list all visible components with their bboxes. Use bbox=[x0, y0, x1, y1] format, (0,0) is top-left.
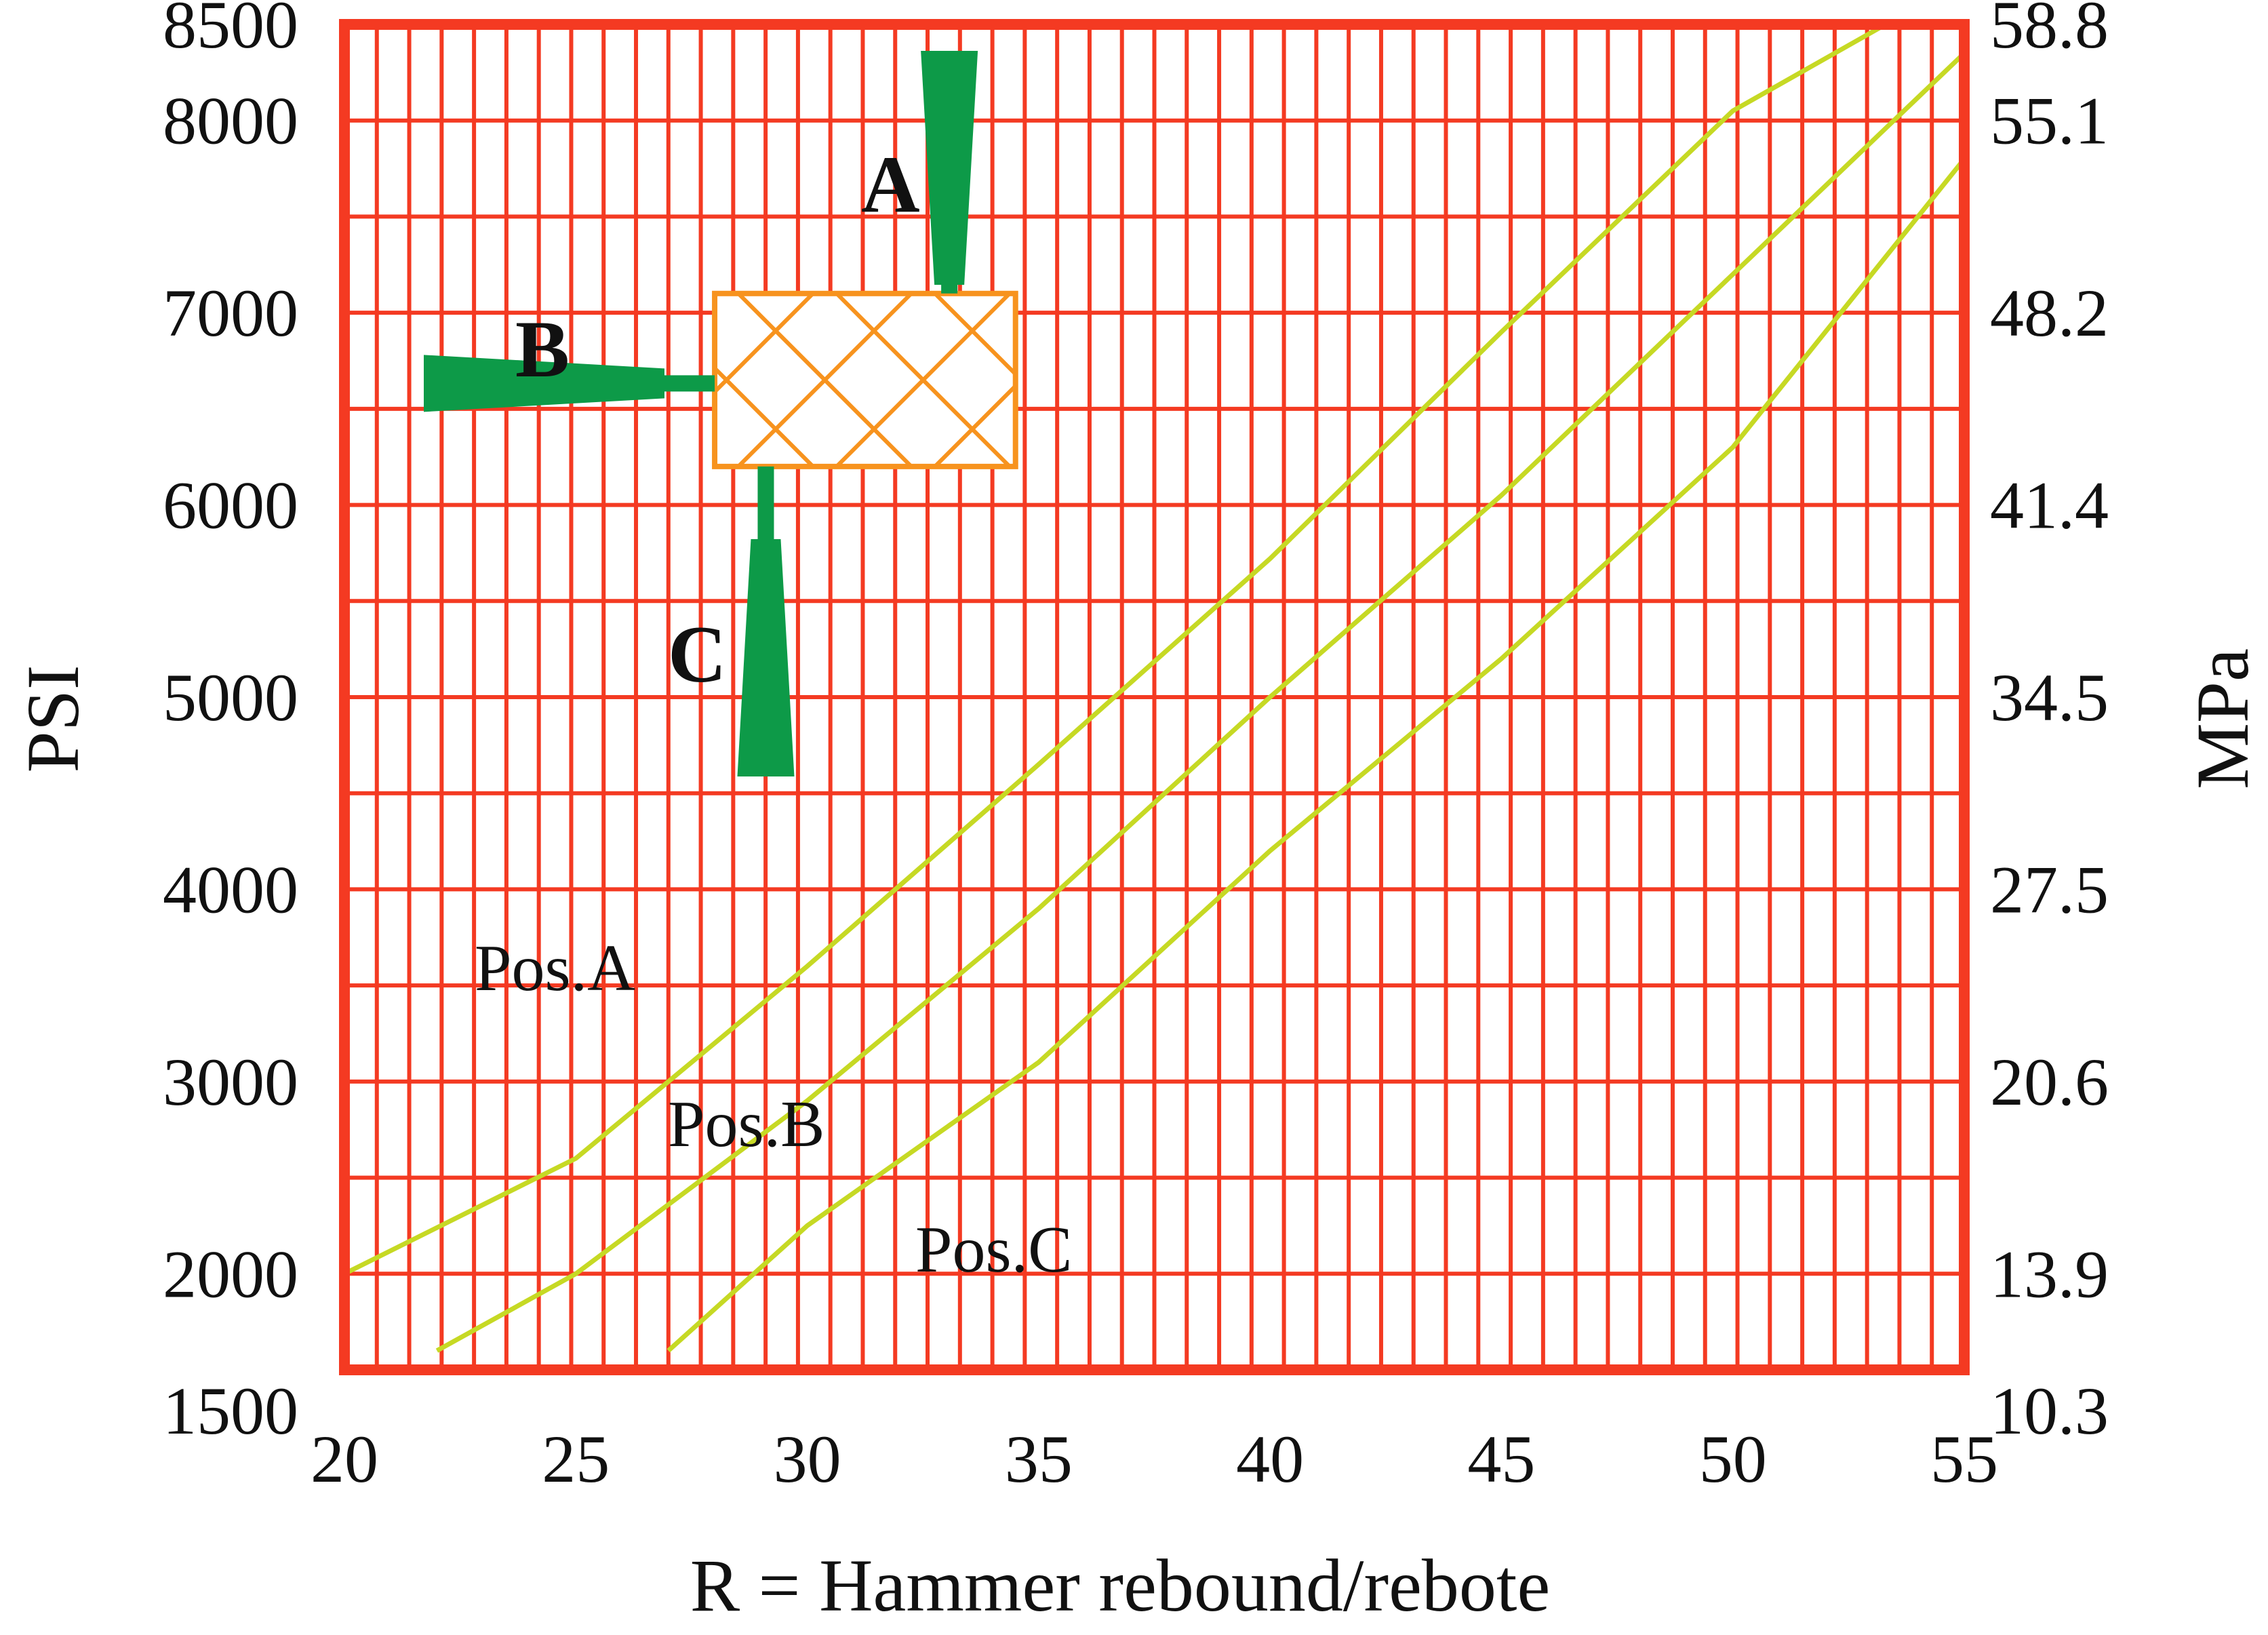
x-tick-label: 35 bbox=[1005, 1421, 1073, 1497]
hammer-diagram: A B C bbox=[424, 51, 1206, 776]
curve-pos-a bbox=[343, 22, 1887, 1276]
grid bbox=[344, 24, 1964, 1370]
y-right-tick-label: 41.4 bbox=[1990, 468, 2109, 543]
y-left-tick-label: 3000 bbox=[163, 1044, 298, 1120]
x-tick-label: 50 bbox=[1699, 1421, 1767, 1497]
hatch-lines bbox=[715, 293, 1206, 467]
x-tick-label: 40 bbox=[1236, 1421, 1304, 1497]
direction-label-b: B bbox=[515, 304, 570, 394]
y-right-tick-label: 58.8 bbox=[1990, 0, 2109, 62]
hatch-line bbox=[835, 293, 1012, 467]
y-left-tick-label: 4000 bbox=[163, 852, 298, 927]
y-right-tick-label: 20.6 bbox=[1990, 1044, 2109, 1120]
y-axis-right-ticks: 10.3 13.9 20.6 27.5 34.5 41.4 48.2 55.1 58.8 bbox=[1990, 0, 2109, 1449]
curve-label-pos-b: Pos.B bbox=[668, 1088, 825, 1161]
hatch-line bbox=[736, 293, 913, 467]
y-axis-left-ticks: 1500 2000 3000 4000 5000 6000 7000 8000 8500 bbox=[163, 0, 298, 1449]
y-left-tick-label: 2000 bbox=[163, 1236, 298, 1312]
hatch-line bbox=[933, 293, 1016, 377]
direction-label-a: A bbox=[861, 139, 920, 229]
hatch-line bbox=[933, 382, 1016, 467]
y-left-tick-label: 7000 bbox=[163, 275, 298, 351]
y-right-tick-label: 27.5 bbox=[1990, 852, 2109, 927]
curve-pos-c bbox=[667, 157, 1966, 1353]
curve-label-pos-c: Pos.C bbox=[915, 1213, 1073, 1286]
hatch-line bbox=[715, 365, 815, 467]
x-tick-label: 25 bbox=[542, 1421, 610, 1497]
x-axis-title: R = Hammer rebound/rebote bbox=[690, 1544, 1551, 1627]
x-tick-label: 30 bbox=[774, 1421, 841, 1497]
x-tick-label: 20 bbox=[311, 1421, 378, 1497]
x-axis-ticks: 20 25 30 35 40 45 50 55 bbox=[311, 1421, 1998, 1497]
y-left-tick-label: 1500 bbox=[163, 1373, 298, 1449]
calibration-curves bbox=[343, 22, 1966, 1353]
y-right-tick-label: 10.3 bbox=[1990, 1373, 2109, 1449]
y-left-tick-label: 5000 bbox=[163, 660, 298, 735]
hammer-a-icon bbox=[921, 51, 978, 294]
hatch-line bbox=[1033, 294, 1206, 467]
x-tick-label: 45 bbox=[1467, 1421, 1535, 1497]
y-left-tick-label: 8000 bbox=[163, 83, 298, 159]
y-left-tick-label: 6000 bbox=[163, 468, 298, 543]
y-left-tick-label: 8500 bbox=[163, 0, 298, 62]
curve-label-pos-a: Pos.A bbox=[475, 932, 635, 1005]
y-right-tick-label: 34.5 bbox=[1990, 660, 2109, 735]
hammer-c-icon bbox=[737, 466, 795, 776]
x-tick-label: 55 bbox=[1930, 1421, 1998, 1497]
y-right-tick-label: 55.1 bbox=[1990, 83, 2109, 159]
impact-zone-hatch bbox=[715, 293, 1206, 467]
plot-border bbox=[339, 19, 1970, 1375]
curve-pos-b bbox=[435, 51, 1966, 1353]
direction-label-c: C bbox=[668, 609, 727, 699]
hatch-line bbox=[1033, 294, 1206, 467]
y-axis-left-title: PSI bbox=[12, 665, 94, 773]
hammer-b-icon bbox=[424, 355, 715, 412]
y-right-tick-label: 48.2 bbox=[1990, 275, 2109, 351]
y-right-tick-label: 13.9 bbox=[1990, 1236, 2109, 1312]
y-axis-right-title: MPa bbox=[2181, 648, 2264, 789]
curve-labels: Pos.A Pos.B Pos.C bbox=[475, 932, 1073, 1286]
